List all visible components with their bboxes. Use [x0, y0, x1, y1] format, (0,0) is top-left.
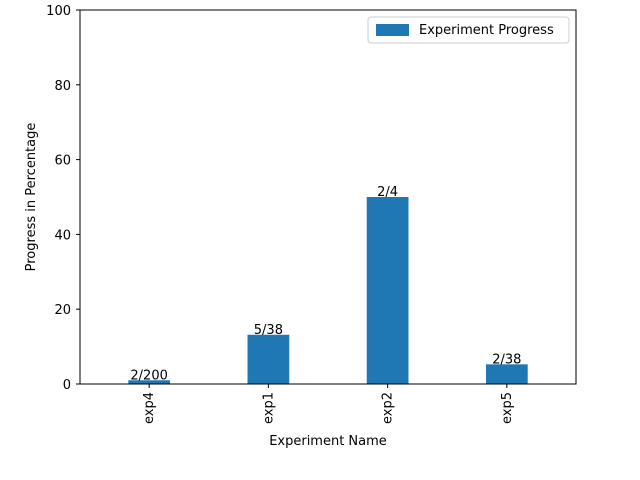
- y-axis-title: Progress in Percentage: [24, 123, 39, 272]
- y-tick-label-40: 40: [54, 228, 71, 243]
- x-axis-title: Experiment Name: [269, 434, 387, 449]
- legend-swatch: [376, 24, 409, 36]
- x-tick-label-exp2: exp2: [381, 392, 396, 424]
- plot-frame: [79, 9, 577, 385]
- x-axis: exp4 exp1 exp2 exp5: [142, 384, 515, 424]
- y-tick-label-60: 60: [54, 154, 71, 169]
- x-tick-label-exp5: exp5: [500, 392, 515, 424]
- x-tick-label-exp4: exp4: [142, 392, 157, 424]
- bar-label-exp2: 2/4: [377, 185, 398, 200]
- y-tick-label-80: 80: [54, 79, 71, 94]
- legend-label: Experiment Progress: [419, 23, 554, 38]
- bar-exp2: [366, 197, 409, 384]
- y-axis: 0 20 40 60 80 100: [46, 4, 80, 393]
- bar-label-exp4: 2/200: [130, 368, 167, 383]
- y-tick-label-20: 20: [54, 303, 71, 318]
- bar-exp1: [247, 334, 290, 384]
- y-tick-label-100: 100: [46, 4, 71, 19]
- bars-group: [128, 197, 528, 384]
- bar-exp4: [128, 380, 171, 384]
- y-tick-label-0: 0: [63, 378, 71, 393]
- bar-label-exp5: 2/38: [492, 352, 521, 367]
- bar-label-exp1: 5/38: [254, 323, 283, 338]
- bar-exp5: [485, 364, 528, 384]
- bar-labels-group: 2/200 5/38 2/4 2/38: [130, 185, 521, 383]
- legend: Experiment Progress: [367, 16, 570, 44]
- legend-box: [367, 16, 570, 44]
- x-tick-label-exp1: exp1: [261, 392, 276, 424]
